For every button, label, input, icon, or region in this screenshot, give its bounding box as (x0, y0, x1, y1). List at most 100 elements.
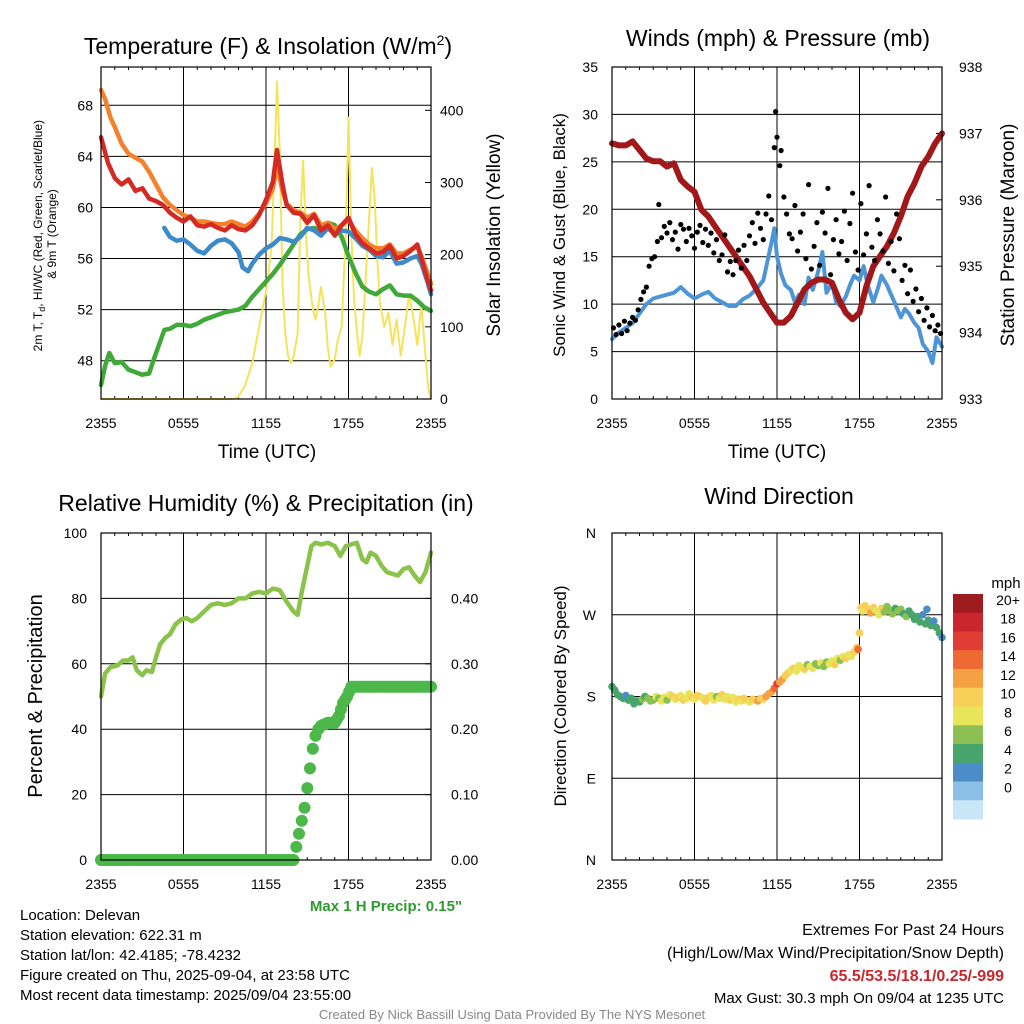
y-tick-label-left: 52 (77, 302, 93, 318)
gust-point (675, 246, 681, 252)
y-tick-label-right: 0.00 (451, 852, 478, 868)
gust-point (680, 226, 687, 232)
extremes-title: Extremes For Past 24 Hours (802, 922, 1004, 939)
gust-point (694, 229, 700, 235)
colorbar-swatch (953, 706, 983, 726)
gust-point (935, 322, 941, 328)
gust-point (613, 331, 619, 338)
y-tick-label-left: 30 (582, 106, 598, 122)
gust-point (683, 238, 689, 245)
gust-point (711, 250, 717, 256)
x-tick-label: 1155 (251, 876, 281, 892)
colorbar-swatch (953, 669, 983, 689)
gust-point (808, 266, 815, 272)
y-tick-label-right: 938 (959, 59, 983, 75)
gust-point (669, 237, 676, 243)
gust-point (672, 229, 678, 235)
gust-point (877, 231, 883, 237)
colorbar-swatch (953, 725, 983, 745)
plot-frame (611, 532, 943, 861)
gust-point (746, 233, 753, 239)
figure-created: Figure created on Thu, 2025-09-04, at 23… (20, 967, 350, 984)
y-tick-label-right: 100 (440, 319, 464, 335)
colorbar-swatch (953, 612, 983, 632)
gust-point (755, 210, 761, 216)
gust-point (858, 201, 864, 207)
gust-point (789, 236, 795, 242)
wind-direction-point (855, 629, 864, 637)
gust-point (730, 272, 736, 278)
wind-direction-axis-label: Direction (Colored By Speed) (551, 585, 570, 806)
gust-point (861, 252, 867, 258)
gust-point (894, 211, 900, 217)
colorbar-label: 16 (1000, 629, 1016, 645)
y-tick-label-left: 0 (590, 391, 598, 407)
recent-timestamp: Most recent data timestamp: 2025/09/04 2… (20, 987, 352, 1004)
gust-point (643, 284, 650, 290)
x-tick-label: 2355 (85, 876, 116, 892)
x-tick-label: 1155 (762, 876, 792, 892)
x-tick-label: 0555 (679, 876, 710, 892)
extremes-values: 65.5/53.5/18.1/0.25/-999 (830, 968, 1004, 985)
y-tick-label-left: 20 (582, 201, 598, 217)
wind-direction-panel: Wind Direction Direction (Colored By Spe… (551, 483, 1021, 892)
gust-point (744, 257, 750, 264)
colorbar-label: 0 (1004, 779, 1012, 795)
wind-direction-point (854, 645, 862, 654)
gust-point (869, 244, 875, 250)
y-tick-label-left: 64 (77, 148, 93, 164)
gust-point (888, 238, 894, 245)
y-tick-label-right: 937 (959, 125, 983, 141)
gust-point (641, 289, 647, 295)
colorbar-swatch (953, 781, 983, 801)
y-tick-label-left: 20 (71, 787, 87, 803)
gust-point (806, 182, 812, 188)
colorbar-label: 20+ (996, 592, 1020, 608)
colorbar-label: 6 (1004, 723, 1012, 739)
humidity-left-axis-label: Percent & Precipitation (25, 594, 47, 797)
precip-point (301, 782, 314, 795)
gust-point (921, 317, 927, 323)
y-tick-label-left: 0 (79, 852, 87, 868)
gust-point (738, 265, 744, 271)
y-tick-label-right: 300 (440, 174, 464, 190)
gust-point (847, 220, 853, 227)
gust-point (716, 257, 722, 264)
gust-point (905, 291, 911, 297)
colorbar-swatch (953, 762, 983, 782)
y-tick-label-left: 5 (590, 344, 598, 360)
wind-direction-point (923, 605, 931, 614)
winds-x-axis-label: Time (UTC) (728, 442, 827, 463)
plot-frame (611, 66, 943, 400)
max-precip-note: Max 1 H Precip: 0.15" (310, 898, 462, 915)
station-info: Location: Delevan Station elevation: 622… (20, 906, 351, 1006)
x-tick-label: 2355 (926, 876, 957, 892)
colorbar-label: 10 (1000, 686, 1016, 702)
y-tick-label-left: 25 (582, 154, 598, 170)
gust-point (830, 237, 837, 243)
precip-point (295, 814, 308, 827)
extremes-subtitle: (High/Low/Max Wind/Precipitation/Snow De… (667, 945, 1004, 962)
gust-point (646, 263, 652, 269)
precip-point (290, 840, 303, 853)
gust-point (932, 328, 938, 334)
gust-point (757, 225, 764, 231)
gust-point (664, 230, 670, 236)
gust-point (624, 328, 630, 334)
x-tick-label: 0555 (168, 415, 199, 431)
gust-point (741, 242, 747, 248)
x-tick-label: 2355 (85, 415, 116, 431)
gust-point (811, 243, 817, 249)
temperature-panel-title: Temperature (F) & Insolation (W/m2) (84, 32, 452, 59)
gust-point (899, 277, 905, 283)
gust-point (661, 223, 667, 229)
colorbar-swatch (953, 800, 983, 820)
gust-point (635, 307, 641, 313)
x-tick-label: 1155 (762, 415, 792, 431)
gust-point (910, 298, 916, 304)
gust-point (874, 217, 881, 223)
humidity-panel: Relative Humidity (%) & Precipitation (i… (25, 490, 478, 915)
y-tick-label-left: 100 (64, 525, 88, 541)
y-tick-label-right: 0.20 (451, 721, 478, 737)
winds-left-axis-label: Sonic Wind & Gust (Blue, Black) (550, 113, 569, 357)
